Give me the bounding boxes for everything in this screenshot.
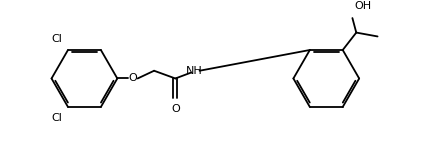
Text: Cl: Cl	[51, 34, 62, 44]
Text: OH: OH	[354, 1, 372, 11]
Text: O: O	[171, 104, 180, 114]
Text: O: O	[128, 73, 137, 83]
Text: NH: NH	[186, 66, 203, 76]
Text: Cl: Cl	[51, 113, 62, 123]
